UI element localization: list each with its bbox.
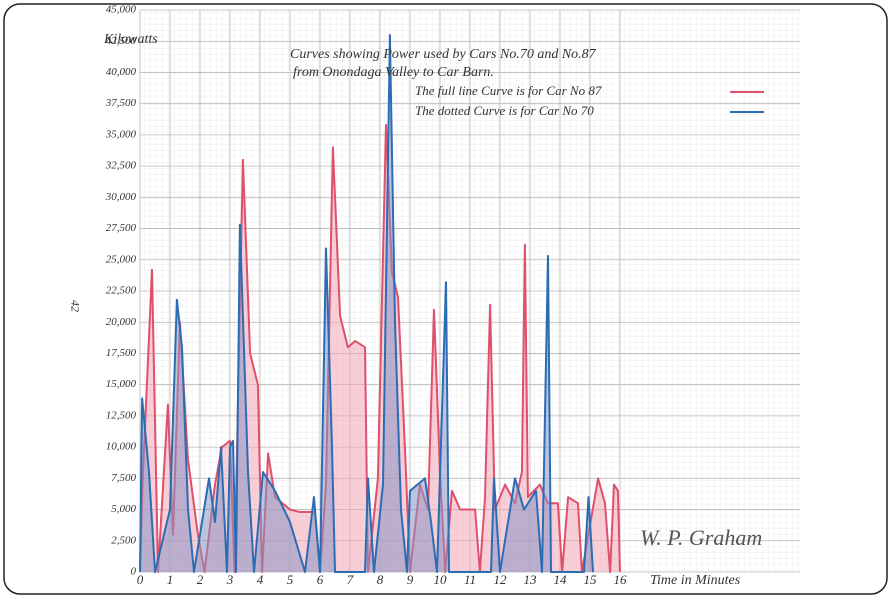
x-tick-label: 6 bbox=[317, 572, 324, 587]
y-tick-label: 7,500 bbox=[111, 472, 136, 484]
area bbox=[140, 34, 593, 572]
y-tick-label: 0 bbox=[131, 566, 137, 578]
y-tick-label: 42,500 bbox=[106, 35, 137, 47]
y-tick-label: 40,000 bbox=[106, 66, 137, 78]
x-tick-label: 13 bbox=[524, 572, 538, 587]
chart-title: Curves showing Power used by Cars No.70 … bbox=[290, 47, 597, 62]
x-tick-label: 12 bbox=[494, 572, 508, 587]
x-tick-label: 1 bbox=[167, 572, 174, 587]
chart-subtitle: from Onondaga Valley to Car Barn. bbox=[293, 65, 494, 80]
y-tick-label: 32,500 bbox=[105, 160, 137, 172]
x-tick-label: 8 bbox=[377, 572, 384, 587]
x-tick-label: 11 bbox=[464, 572, 476, 587]
x-tick-label: 0 bbox=[137, 572, 144, 587]
y-tick-label: 5,000 bbox=[111, 503, 136, 515]
y-tick-label: 37,500 bbox=[105, 97, 137, 109]
page-number: 42 bbox=[68, 300, 82, 312]
x-tick-label: 2 bbox=[197, 572, 204, 587]
legend-label: The dotted Curve is for Car No 70 bbox=[415, 103, 594, 118]
line bbox=[139, 33, 594, 573]
x-tick-label: 5 bbox=[287, 572, 294, 587]
x-axis-label: Time in Minutes bbox=[650, 573, 741, 588]
y-tick-label: 30,000 bbox=[105, 191, 137, 203]
y-tick-label: 27,500 bbox=[106, 222, 137, 234]
y-tick-label: 12,500 bbox=[106, 409, 137, 421]
y-tick-label: 2,500 bbox=[111, 534, 136, 546]
legend-label: The full line Curve is for Car No 87 bbox=[415, 83, 602, 98]
legend: The full line Curve is for Car No 87 The … bbox=[415, 83, 764, 118]
y-tick-label: 22,500 bbox=[106, 285, 137, 297]
y-tick-label: 25,000 bbox=[106, 253, 137, 265]
x-tick-label: 16 bbox=[614, 572, 628, 587]
y-tick-label: 35,000 bbox=[105, 128, 137, 140]
plot bbox=[139, 33, 621, 573]
x-tick-label: 14 bbox=[554, 572, 568, 587]
y-tick-label: 45,000 bbox=[106, 4, 137, 16]
y-tick-label: 10,000 bbox=[106, 441, 137, 453]
x-tick-label: 10 bbox=[434, 572, 448, 587]
y-tick-label: 20,000 bbox=[106, 316, 137, 328]
y-tick-label: 17,500 bbox=[106, 347, 137, 359]
signature: W. P. Graham bbox=[640, 525, 762, 550]
x-tick-label: 9 bbox=[407, 572, 414, 587]
y-axis-label: Kilowatts bbox=[103, 32, 158, 47]
x-tick-label: 7 bbox=[347, 572, 354, 587]
x-tick-label: 15 bbox=[584, 572, 598, 587]
x-tick-label: 3 bbox=[226, 572, 234, 587]
x-tick-label: 4 bbox=[257, 572, 264, 587]
y-tick-label: 15,000 bbox=[106, 378, 137, 390]
